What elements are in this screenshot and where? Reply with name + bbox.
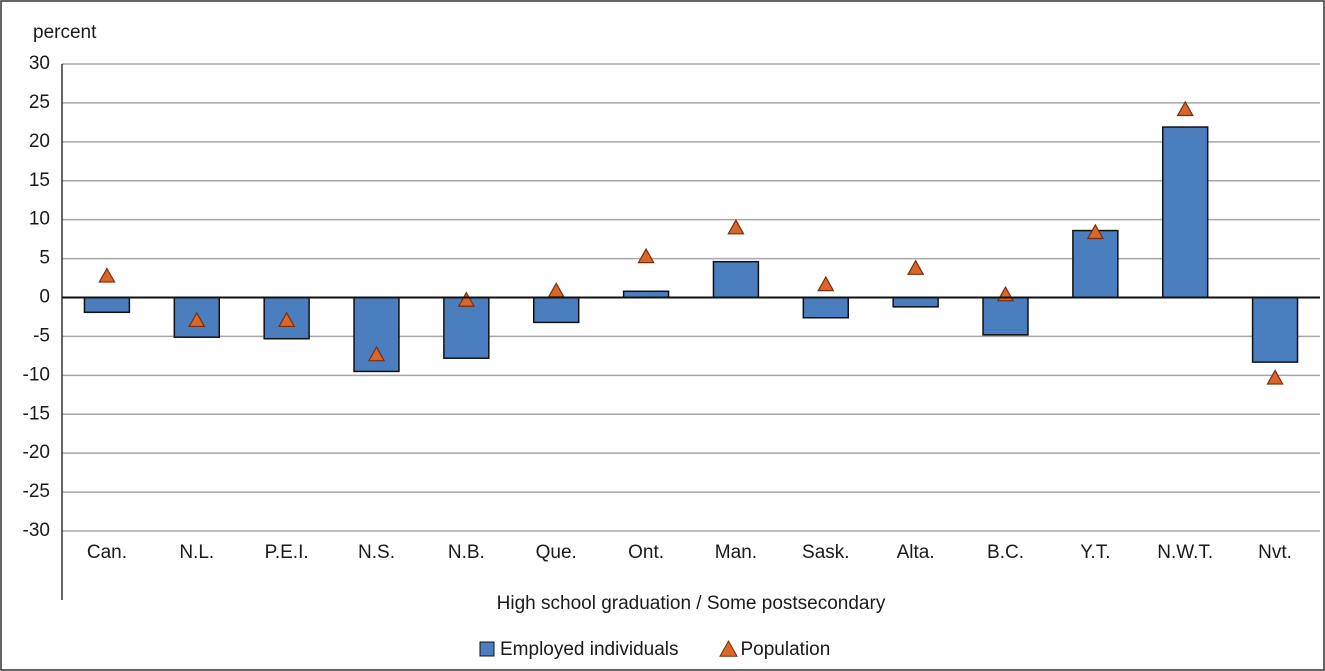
y-tick-label: 0 (39, 287, 50, 308)
population-marker (278, 311, 296, 328)
population-marker (817, 275, 835, 292)
y-tick-label: 5 (39, 248, 50, 269)
y-tick-label: 10 (29, 209, 50, 230)
y-tick-label: 30 (29, 53, 50, 74)
y-tick-label: -20 (23, 442, 50, 463)
y-tick-label: -15 (23, 403, 50, 424)
legend-label: Population (741, 639, 831, 660)
x-tick-label: N.S. (358, 542, 395, 563)
bar (83, 296, 131, 314)
legend-swatch (719, 639, 738, 657)
y-tick-label: 15 (29, 170, 50, 191)
y-tick-label: -25 (23, 481, 50, 502)
x-tick-label: Que. (536, 542, 577, 563)
x-axis-title: High school graduation / Some postsecond… (497, 593, 886, 614)
x-tick-label: P.E.I. (265, 542, 309, 563)
x-tick-label: Y.T. (1080, 542, 1110, 563)
x-tick-label: Nvt. (1258, 542, 1292, 563)
population-marker (1086, 223, 1104, 240)
x-tick-label: Can. (87, 542, 127, 563)
bar (533, 296, 580, 324)
x-tick-label: B.C. (987, 542, 1024, 563)
bar (1162, 126, 1209, 299)
population-marker (1176, 100, 1194, 117)
population-marker (98, 267, 116, 283)
x-tick-label: Man. (715, 542, 757, 563)
legend-swatch (479, 641, 495, 657)
population-marker (1266, 369, 1284, 385)
x-tick-label: N.W.T. (1157, 542, 1213, 563)
population-marker (727, 218, 745, 235)
bar (892, 296, 939, 308)
x-tick-label: Sask. (802, 542, 850, 563)
x-tick-label: Ont. (628, 542, 664, 563)
population-marker (637, 247, 655, 264)
bar (802, 296, 849, 319)
legend: Employed individuals Population (479, 639, 831, 660)
y-tick-label: -5 (33, 325, 50, 346)
bar (982, 296, 1029, 336)
bar (1251, 296, 1299, 363)
y-tick-label: -30 (23, 520, 50, 541)
population-marker (907, 259, 925, 275)
y-tick-label: 20 (29, 131, 50, 152)
x-tick-label: Alta. (897, 542, 935, 563)
x-tick-label: N.B. (448, 542, 485, 563)
bar (712, 260, 760, 299)
bar (443, 296, 490, 359)
x-tick-label: N.L. (179, 542, 214, 563)
y-axis-title: percent (33, 22, 97, 43)
legend-label: Employed individuals (500, 639, 679, 660)
y-tick-label: 25 (29, 92, 50, 113)
population-marker (188, 311, 206, 328)
population-marker (367, 345, 386, 362)
population-marker (457, 291, 475, 307)
bar (1072, 229, 1119, 299)
y-tick-label: -10 (23, 364, 50, 385)
